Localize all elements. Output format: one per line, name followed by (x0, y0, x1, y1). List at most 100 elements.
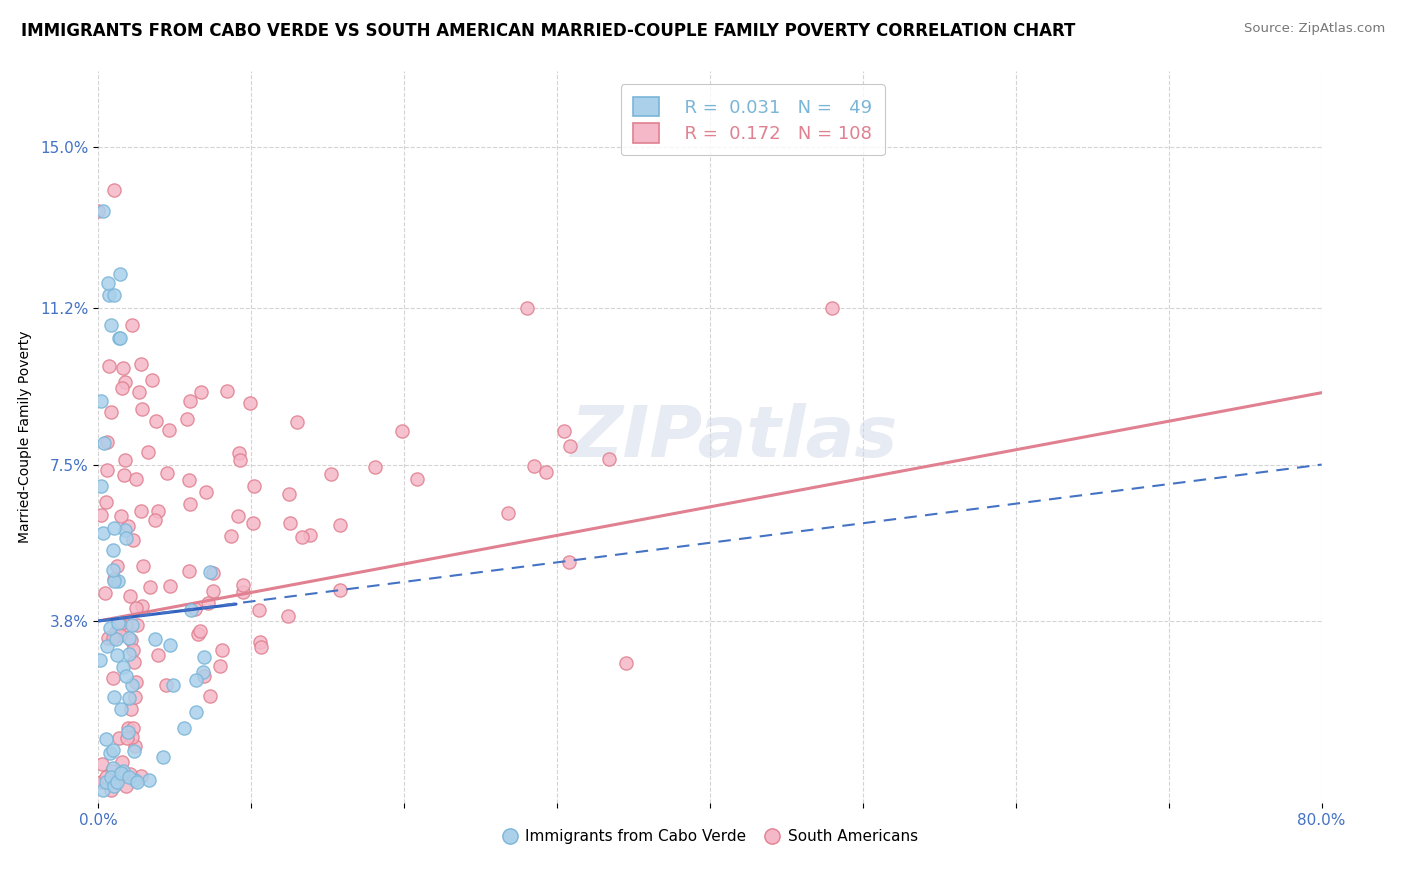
Point (190, 385, 212, 400)
Point (141, 373, 163, 387)
Point (110, 702, 132, 716)
Y-axis label: Married-Couple Family Poverty: Married-Couple Family Poverty (18, 331, 32, 543)
Point (111, 660, 134, 674)
Point (194, 484, 217, 499)
Point (110, 616, 132, 631)
Point (108, 628, 131, 642)
Point (91, 525, 114, 540)
Point (110, 771, 132, 785)
Point (145, 414, 167, 428)
Point (90, 774, 112, 789)
Point (96, 435, 118, 450)
Point (277, 487, 299, 501)
Point (179, 473, 201, 487)
Point (121, 533, 143, 548)
Point (112, 360, 135, 375)
Point (114, 375, 136, 389)
Point (193, 668, 215, 682)
Point (162, 678, 184, 692)
Point (121, 318, 143, 332)
Point (278, 516, 301, 531)
Point (188, 624, 211, 638)
Point (243, 479, 266, 493)
Point (108, 268, 131, 282)
Point (110, 509, 132, 524)
Point (198, 690, 221, 704)
Point (100, 405, 122, 419)
Point (118, 631, 141, 645)
Point (148, 503, 170, 517)
Point (129, 357, 152, 371)
Point (138, 773, 160, 788)
Point (128, 384, 150, 399)
Point (496, 506, 519, 520)
Point (159, 638, 181, 652)
Point (103, 521, 125, 535)
Point (118, 771, 141, 785)
Point (291, 530, 314, 544)
Point (173, 722, 195, 736)
Point (108, 331, 131, 345)
Point (232, 578, 254, 592)
Point (131, 402, 153, 417)
Point (96, 463, 118, 477)
Point (96, 640, 118, 654)
Point (101, 764, 124, 778)
Point (159, 579, 181, 593)
Point (176, 412, 198, 426)
Point (100, 771, 122, 785)
Text: Source: ZipAtlas.com: Source: ZipAtlas.com (1244, 22, 1385, 36)
Point (111, 756, 134, 770)
Point (118, 589, 141, 603)
Point (553, 425, 575, 439)
Text: ZIPatlas: ZIPatlas (571, 402, 898, 472)
Point (125, 472, 148, 486)
Point (103, 574, 125, 588)
Point (90, 508, 112, 523)
Point (122, 721, 145, 735)
Point (96, 495, 118, 509)
Point (131, 599, 153, 614)
Point (557, 555, 579, 569)
Point (143, 632, 166, 647)
Point (249, 635, 271, 649)
Point (122, 744, 145, 758)
Point (560, 439, 582, 453)
Point (118, 691, 141, 706)
Point (614, 657, 637, 671)
Point (319, 467, 342, 481)
Point (139, 580, 162, 594)
Point (97, 359, 120, 373)
Point (121, 643, 143, 657)
Point (98, 288, 121, 302)
Point (247, 603, 270, 617)
Point (406, 473, 429, 487)
Point (298, 528, 321, 542)
Point (101, 543, 124, 558)
Point (105, 774, 128, 789)
Point (121, 678, 143, 692)
Point (105, 648, 128, 662)
Point (103, 761, 125, 775)
Point (217, 384, 239, 399)
Point (98, 621, 121, 635)
Point (124, 772, 146, 787)
Point (285, 415, 308, 429)
Point (112, 468, 135, 483)
Point (105, 632, 128, 647)
Point (107, 616, 129, 631)
Point (111, 764, 134, 778)
Point (124, 601, 146, 615)
Point (117, 519, 139, 533)
Point (138, 445, 160, 459)
Text: IMMIGRANTS FROM CABO VERDE VS SOUTH AMERICAN MARRIED-COUPLE FAMILY POVERTY CORRE: IMMIGRANTS FROM CABO VERDE VS SOUTH AMER… (21, 22, 1076, 40)
Point (157, 424, 180, 438)
Point (117, 647, 139, 661)
Point (90, 479, 112, 493)
Point (103, 183, 125, 197)
Point (129, 769, 152, 783)
Point (821, 301, 844, 315)
Point (87, 203, 110, 218)
Point (91, 757, 114, 772)
Point (229, 453, 252, 467)
